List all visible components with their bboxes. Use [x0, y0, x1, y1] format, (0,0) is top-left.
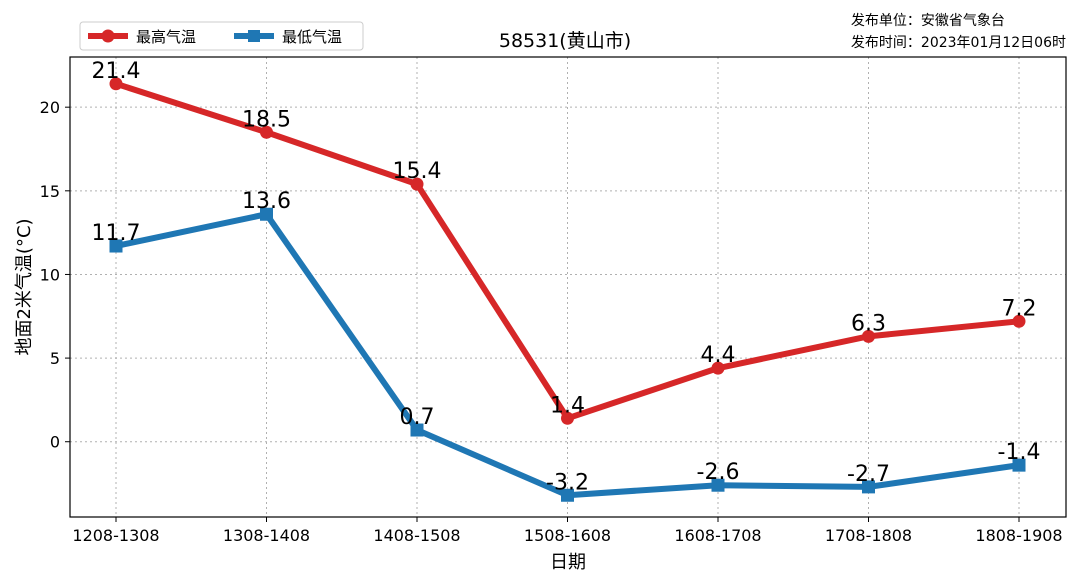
- x-tick-label: 1208-1308: [72, 526, 159, 545]
- data-point: [1012, 458, 1026, 472]
- issuer-time: 发布时间：2023年01月12日06时: [850, 35, 1066, 51]
- x-tick-label: 1708-1808: [825, 526, 912, 545]
- data-point: [109, 239, 123, 253]
- data-label: -2.6: [697, 460, 740, 485]
- x-tick-label: 1808-1908: [975, 526, 1062, 545]
- y-tick-label: 20: [40, 98, 60, 117]
- data-label: 11.7: [92, 221, 141, 246]
- data-point: [109, 77, 123, 91]
- data-point: [260, 125, 273, 139]
- data-label: 7.2: [1002, 296, 1037, 321]
- data-point: [260, 207, 273, 221]
- data-point: [561, 488, 574, 502]
- x-axis-label: 日期: [550, 552, 586, 573]
- data-label: -3.2: [546, 470, 589, 495]
- legend-box: [79, 21, 364, 51]
- data-point: [410, 423, 424, 437]
- data-point: [410, 177, 424, 191]
- issuer-block: 发布单位：安徽省气象台 发布时间：2023年01月12日06时: [851, 10, 1066, 54]
- data-label: 0.7: [400, 405, 435, 430]
- chart-title: 58531(黄山市): [499, 30, 631, 52]
- data-label: 6.3: [851, 311, 886, 336]
- legend-marker: [101, 29, 115, 43]
- data-label: 21.4: [92, 59, 141, 84]
- legend-label: 最高气温: [136, 28, 196, 46]
- data-label: 18.5: [242, 107, 291, 132]
- data-label: 15.4: [393, 159, 442, 184]
- legend-marker: [248, 30, 260, 42]
- data-point: [1012, 314, 1026, 328]
- x-tick-label: 1308-1408: [223, 526, 310, 545]
- data-label: 13.6: [242, 189, 291, 214]
- data-point: [862, 329, 875, 343]
- x-tick-label: 1508-1608: [524, 526, 611, 545]
- y-tick-label: 10: [40, 265, 60, 284]
- data-label: 1.4: [550, 393, 585, 418]
- y-axis-label: 地面2米气温(°C): [14, 218, 35, 355]
- data-label: 4.4: [701, 343, 736, 368]
- data-point: [711, 361, 725, 375]
- data-point: [711, 478, 725, 492]
- x-tick-label: 1408-1508: [373, 526, 460, 545]
- data-point: [561, 411, 574, 425]
- data-label: -1.4: [998, 440, 1041, 465]
- y-tick-label: 5: [50, 349, 60, 368]
- data-label: -2.7: [847, 462, 890, 487]
- y-tick-label: 15: [40, 182, 60, 201]
- x-tick-label: 1608-1708: [674, 526, 761, 545]
- legend-label: 最低气温: [282, 28, 342, 46]
- y-tick-label: 0: [50, 433, 60, 452]
- issuer-unit: 发布单位：安徽省气象台: [850, 13, 1005, 29]
- data-point: [862, 480, 875, 494]
